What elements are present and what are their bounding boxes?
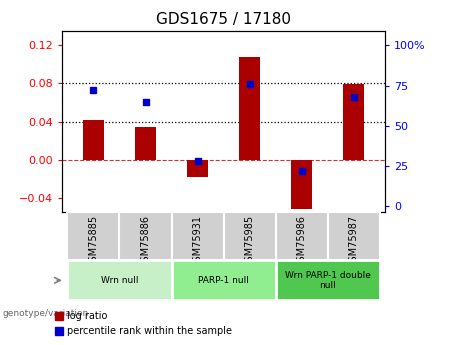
FancyBboxPatch shape: [119, 212, 171, 260]
FancyBboxPatch shape: [171, 212, 224, 260]
Text: genotype/variation: genotype/variation: [2, 309, 89, 318]
FancyBboxPatch shape: [276, 212, 328, 260]
Text: GSM75931: GSM75931: [193, 215, 202, 268]
Bar: [135, 127, 156, 160]
Bar: [187, 160, 208, 177]
FancyBboxPatch shape: [276, 260, 380, 300]
Bar: [343, 85, 364, 160]
Text: Wrn PARP-1 double
null: Wrn PARP-1 double null: [285, 270, 371, 290]
Text: PARP-1 null: PARP-1 null: [198, 276, 249, 285]
Text: GSM75985: GSM75985: [245, 215, 254, 268]
Text: GSM75986: GSM75986: [297, 215, 307, 268]
Text: GDS1675 / 17180: GDS1675 / 17180: [156, 12, 291, 27]
FancyBboxPatch shape: [224, 212, 276, 260]
Bar: [83, 120, 104, 160]
FancyBboxPatch shape: [67, 212, 119, 260]
Bar: [239, 57, 260, 160]
Bar: [291, 160, 312, 209]
FancyBboxPatch shape: [171, 260, 276, 300]
FancyBboxPatch shape: [67, 260, 171, 300]
Text: Wrn null: Wrn null: [101, 276, 138, 285]
Text: GSM75987: GSM75987: [349, 215, 359, 268]
Text: GSM75886: GSM75886: [141, 215, 150, 268]
Text: GSM75885: GSM75885: [89, 215, 99, 268]
Legend: log ratio, percentile rank within the sample: log ratio, percentile rank within the sa…: [51, 307, 236, 340]
FancyBboxPatch shape: [328, 212, 380, 260]
